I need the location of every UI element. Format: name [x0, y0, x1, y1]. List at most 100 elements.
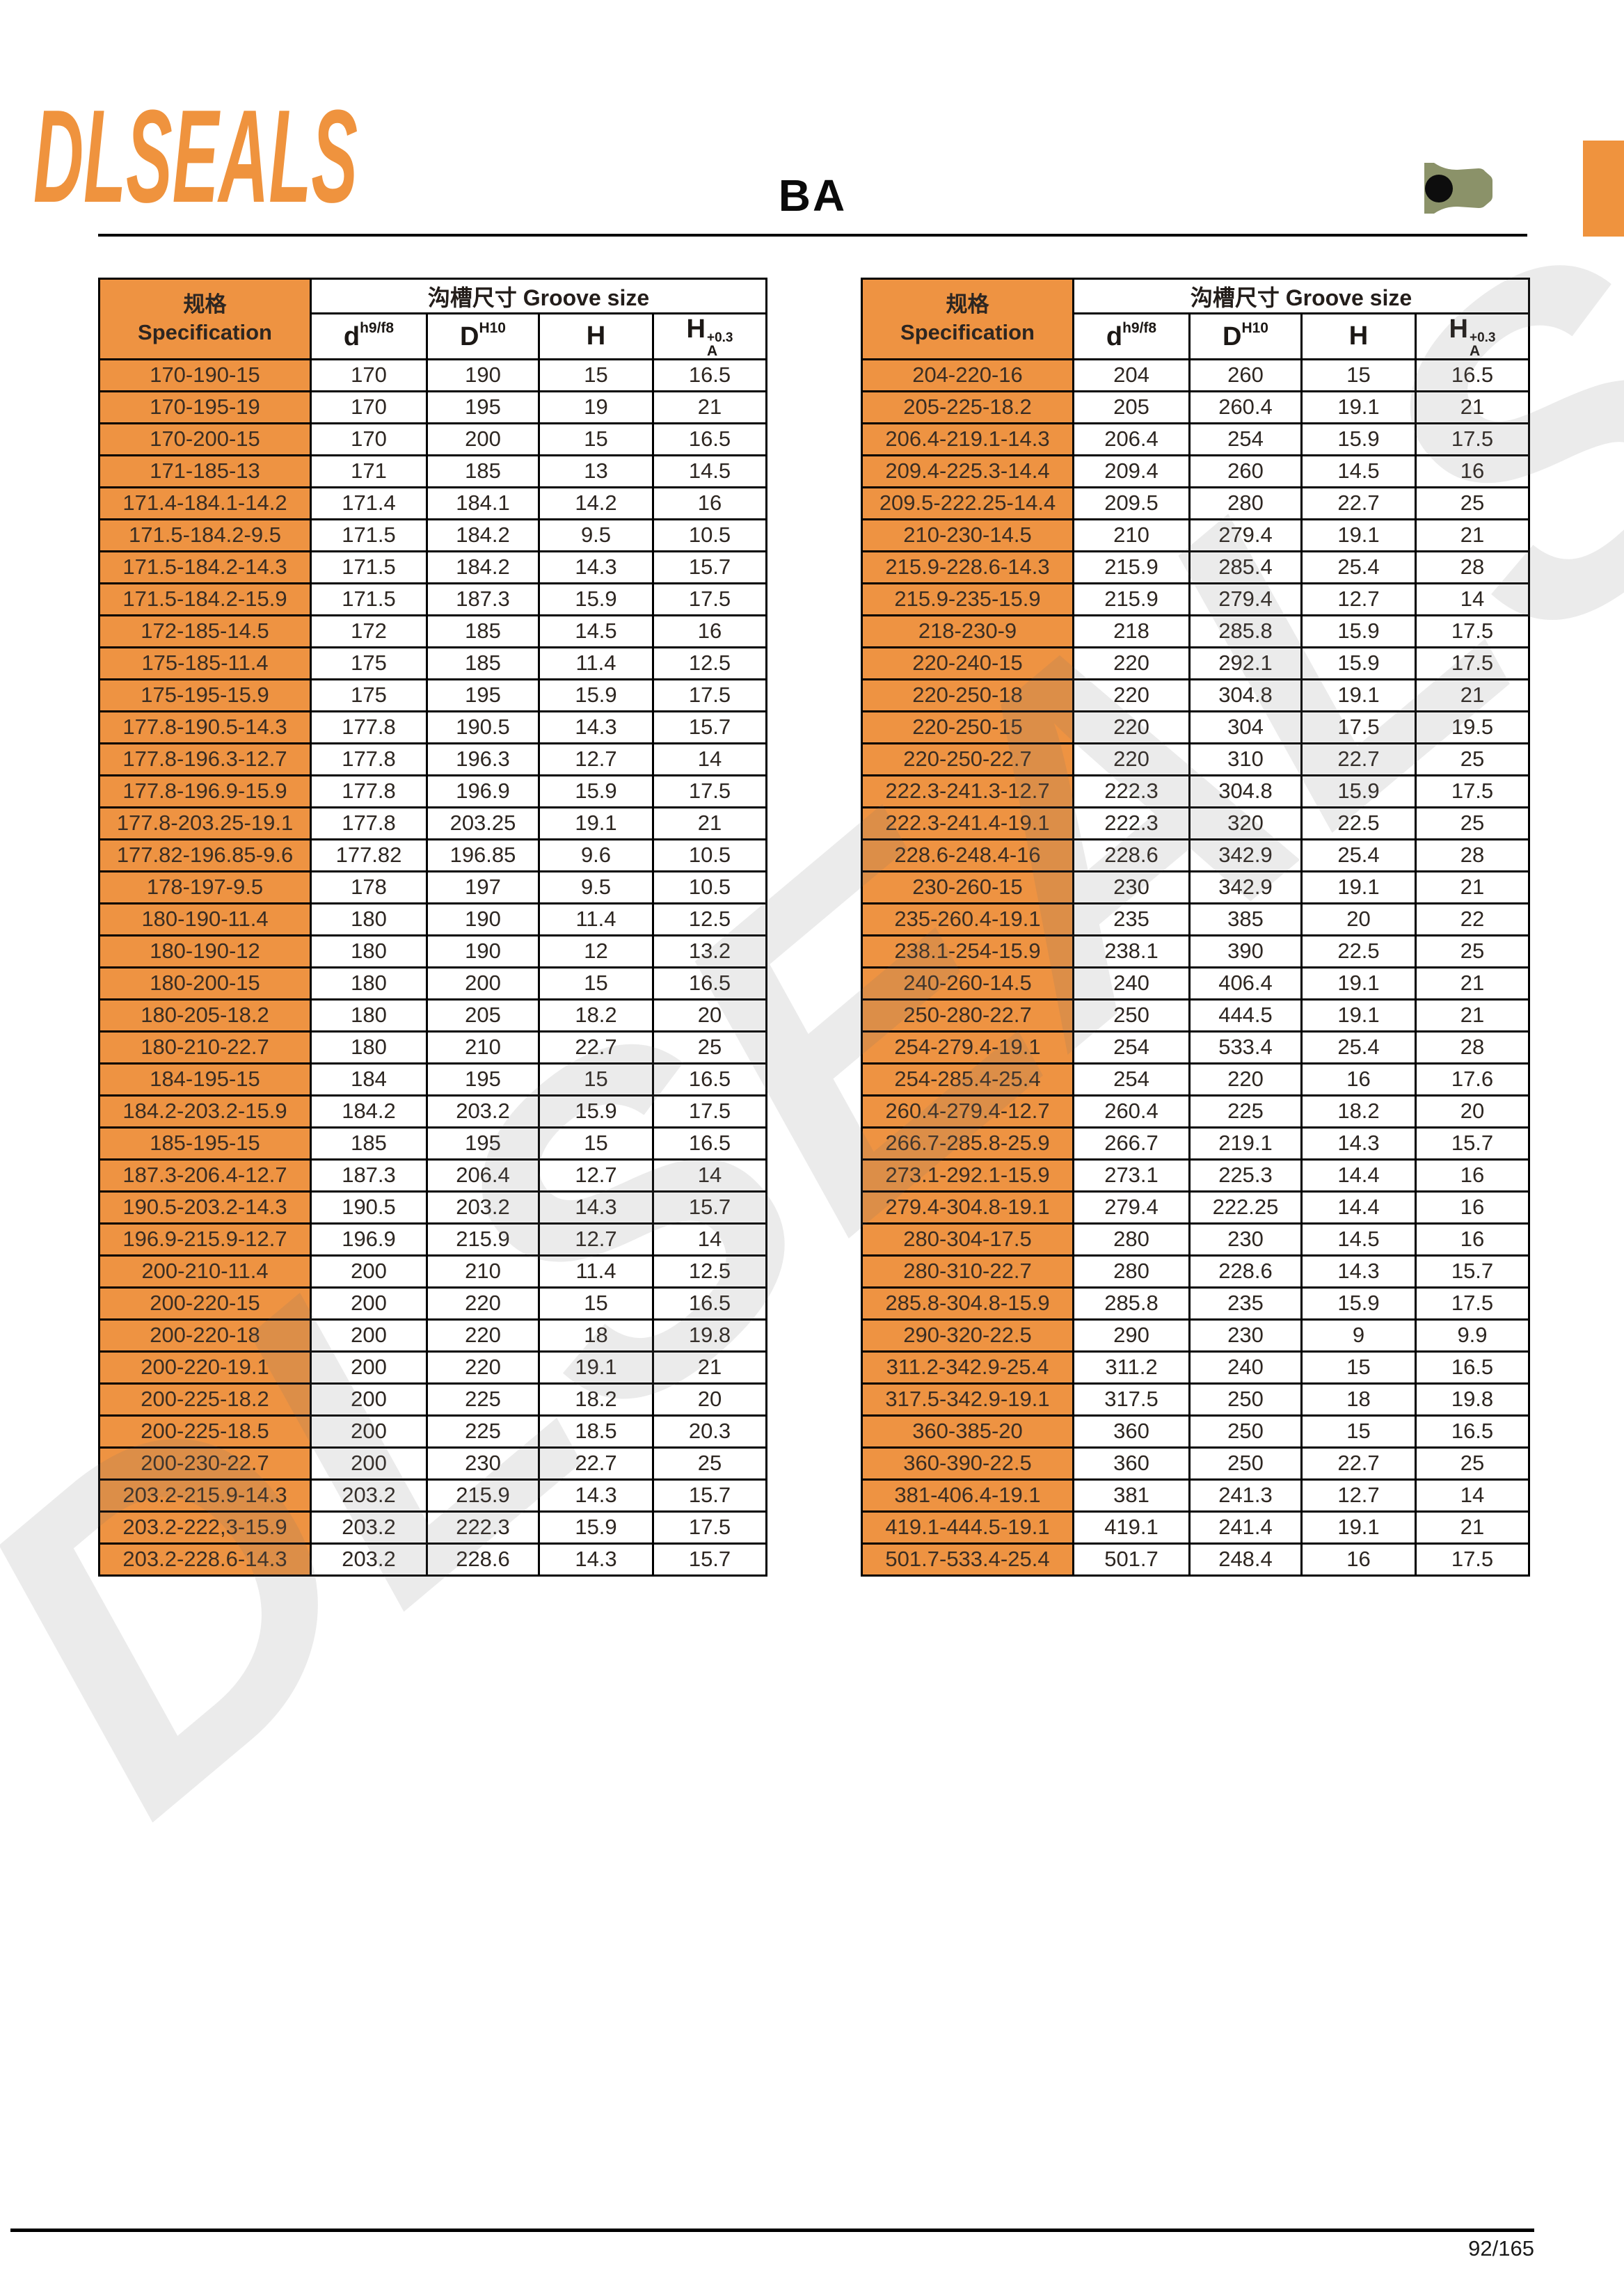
value-cell: 180	[310, 902, 428, 936]
spec-cell: 170-195-19	[98, 390, 312, 424]
table-row: 220-250-18 220 304.8 19.1 21	[861, 678, 1530, 712]
value-cell: 11.4	[538, 1254, 654, 1289]
value-cell: 11.4	[538, 902, 654, 936]
value-cell: 220	[1188, 1062, 1303, 1097]
value-cell: 210	[1072, 518, 1191, 552]
value-cell: 197	[426, 870, 540, 904]
value-cell: 533.4	[1188, 1030, 1303, 1065]
value-cell: 21	[652, 1350, 767, 1385]
value-cell: 206.4	[426, 1158, 540, 1193]
value-cell: 15.9	[538, 1510, 654, 1545]
value-cell: 235	[1072, 902, 1191, 936]
spec-cell: 200-225-18.5	[98, 1414, 312, 1449]
table-header: 规格 Specification 沟槽尺寸 Groove size dh9/f8…	[98, 278, 767, 360]
col-D-base: D	[460, 322, 479, 352]
value-cell: 25	[1415, 742, 1530, 776]
table-row: 240-260-14.5 240 406.4 19.1 21	[861, 966, 1530, 1000]
value-cell: 342.9	[1188, 838, 1303, 872]
spec-cell: 177.82-196.85-9.6	[98, 838, 312, 872]
value-cell: 200	[310, 1286, 428, 1321]
value-cell: 184.2	[426, 518, 540, 552]
table-row: 215.9-235-15.9 215.9 279.4 12.7 14	[861, 582, 1530, 616]
table-row: 184-195-15 184 195 15 16.5	[98, 1062, 767, 1097]
value-cell: 14	[652, 1158, 767, 1193]
value-cell: 12.7	[1300, 1478, 1417, 1513]
value-cell: 16	[1300, 1062, 1417, 1097]
value-cell: 20	[652, 998, 767, 1033]
col-header-H: H	[538, 312, 654, 360]
spec-cell: 200-210-11.4	[98, 1254, 312, 1289]
value-cell: 225	[426, 1414, 540, 1449]
value-cell: 273.1	[1072, 1158, 1191, 1193]
value-cell: 190	[426, 902, 540, 936]
value-cell: 210	[426, 1254, 540, 1289]
groove-size-table-left: 规格 Specification 沟槽尺寸 Groove size dh9/f8…	[98, 278, 767, 1577]
value-cell: 241.4	[1188, 1510, 1303, 1545]
value-cell: 292.1	[1188, 646, 1303, 680]
value-cell: 205	[426, 998, 540, 1033]
groove-size-header: 沟槽尺寸 Groove size	[310, 278, 767, 314]
value-cell: 172	[310, 614, 428, 648]
value-cell: 260	[1188, 358, 1303, 392]
value-cell: 195	[426, 390, 540, 424]
value-cell: 170	[310, 390, 428, 424]
value-cell: 14.3	[538, 550, 654, 584]
value-cell: 238.1	[1072, 934, 1191, 968]
table-row: 180-190-11.4 180 190 11.4 12.5	[98, 902, 767, 936]
value-cell: 195	[426, 1126, 540, 1161]
value-cell: 215.9	[1072, 550, 1191, 584]
value-cell: 16	[652, 614, 767, 648]
value-cell: 15	[538, 422, 654, 456]
value-cell: 22.7	[538, 1030, 654, 1065]
value-cell: 19.1	[538, 1350, 654, 1385]
value-cell: 406.4	[1188, 966, 1303, 1000]
spec-cell: 203.2-222,3-15.9	[98, 1510, 312, 1545]
value-cell: 16.5	[652, 422, 767, 456]
value-cell: 22.5	[1300, 806, 1417, 840]
value-cell: 14.3	[1300, 1254, 1417, 1289]
table-row: 381-406.4-19.1 381 241.3 12.7 14	[861, 1478, 1530, 1513]
value-cell: 17.5	[652, 1094, 767, 1129]
value-cell: 15.7	[1415, 1254, 1530, 1289]
value-cell: 230	[1072, 870, 1191, 904]
spec-cell: 170-200-15	[98, 422, 312, 456]
value-cell: 170	[310, 422, 428, 456]
value-cell: 17.5	[652, 1510, 767, 1545]
value-cell: 170	[310, 358, 428, 392]
spec-cell: 205-225-18.2	[861, 390, 1074, 424]
value-cell: 21	[1415, 678, 1530, 712]
spec-cell: 172-185-14.5	[98, 614, 312, 648]
value-cell: 196.9	[310, 1222, 428, 1257]
value-cell: 285.8	[1188, 614, 1303, 648]
value-cell: 21	[1415, 1510, 1530, 1545]
value-cell: 225	[1188, 1094, 1303, 1129]
col-HA-base: H	[1449, 314, 1468, 344]
value-cell: 15	[1300, 1350, 1417, 1385]
spec-cell: 204-220-16	[861, 358, 1074, 392]
table-row: 215.9-228.6-14.3 215.9 285.4 25.4 28	[861, 550, 1530, 584]
value-cell: 304.8	[1188, 678, 1303, 712]
value-cell: 280	[1072, 1254, 1191, 1289]
value-cell: 215.9	[1072, 582, 1191, 616]
table-row: 419.1-444.5-19.1 419.1 241.4 19.1 21	[861, 1510, 1530, 1545]
value-cell: 20	[1415, 1094, 1530, 1129]
value-cell: 17.5	[1415, 422, 1530, 456]
value-cell: 17.5	[1415, 646, 1530, 680]
value-cell: 279.4	[1188, 518, 1303, 552]
spec-cell: 285.8-304.8-15.9	[861, 1286, 1074, 1321]
value-cell: 200	[310, 1318, 428, 1353]
table-row: 220-250-22.7 220 310 22.7 25	[861, 742, 1530, 776]
value-cell: 14.4	[1300, 1190, 1417, 1225]
value-cell: 19.8	[1415, 1382, 1530, 1417]
value-cell: 419.1	[1072, 1510, 1191, 1545]
value-cell: 196.9	[426, 774, 540, 808]
spec-cell: 200-220-18	[98, 1318, 312, 1353]
table-row: 206.4-219.1-14.3 206.4 254 15.9 17.5	[861, 422, 1530, 456]
value-cell: 220	[426, 1350, 540, 1385]
value-cell: 260.4	[1072, 1094, 1191, 1129]
value-cell: 15.9	[1300, 614, 1417, 648]
spec-cell: 203.2-215.9-14.3	[98, 1478, 312, 1513]
table-row: 501.7-533.4-25.4 501.7 248.4 16 17.5	[861, 1542, 1530, 1577]
value-cell: 12	[538, 934, 654, 968]
table-row: 170-190-15 170 190 15 16.5	[98, 358, 767, 392]
